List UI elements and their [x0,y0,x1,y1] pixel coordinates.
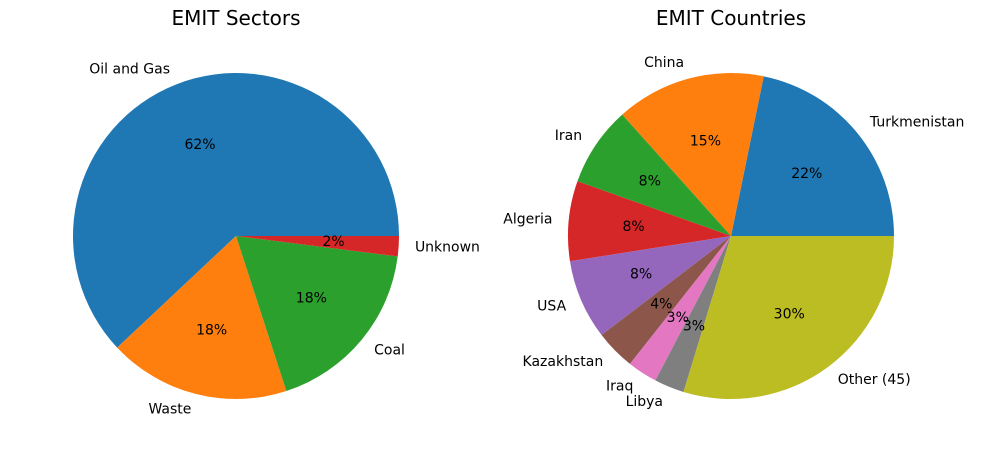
countries-label-kazakhstan: Kazakhstan [523,354,604,370]
sectors-pct-unknown: 2% [323,234,345,250]
sectors-slice-coal [236,236,398,392]
sectors-label-unknown: Unknown [415,239,480,255]
countries-chart-title: EMIT Countries [656,6,806,30]
countries-slice-turkmenistan [731,76,894,236]
countries-label-iran: Iran [555,128,582,144]
countries-label-algeria: Algeria [503,211,552,227]
sectors-labels: Oil and Gas 62% Waste 18% Coal 18% Unknown 2% [89,61,480,417]
countries-slice-algeria [568,181,731,262]
countries-pct-kazakhstan: 4% [650,297,672,313]
countries-slice-libya [655,236,731,392]
countries-label-usa: USA [537,299,566,315]
countries-pct-turkmenistan: 22% [791,166,822,182]
sectors-label-waste: Waste [148,402,191,418]
countries-slice-iraq [629,236,731,381]
countries-slice-iran [577,114,731,236]
countries-pct-iraq: 3% [667,310,689,326]
countries-label-other-45: Other (45) [838,372,911,388]
countries-pct-usa: 8% [630,266,652,282]
sectors-slice-oil-and-gas [72,72,399,348]
countries-pct-algeria: 8% [623,219,645,235]
sectors-pct-oil-and-gas: 62% [184,137,215,153]
countries-slice-kazakhstan [601,236,731,364]
countries-label-turkmenistan: Turkmenistan [869,115,964,131]
sectors-label-coal: Coal [374,342,405,358]
sectors-pie-chart: EMIT Sectors Oil and Gas 62% Waste 18% Coal 1… [72,6,480,418]
sectors-pct-coal: 18% [296,290,327,306]
countries-slice-other-45 [683,236,894,400]
countries-label-china: China [644,55,684,71]
countries-slices [568,72,894,400]
sectors-chart-title: EMIT Sectors [171,6,300,30]
sectors-slice-unknown [236,236,399,257]
countries-label-libya: Libya [626,394,663,410]
countries-slice-china [622,72,764,236]
sectors-slices [72,72,399,399]
countries-label-iraq: Iraq [606,378,633,394]
countries-pct-libya: 3% [683,319,705,335]
countries-labels: Turkmenistan 22% China 15% Iran 8% Algeria 8% US… [503,55,964,410]
countries-pie-chart: EMIT Countries Turkmenistan 22% China 15% Ir… [503,6,964,410]
countries-slice-usa [569,236,731,336]
sectors-slice-waste [117,236,287,399]
countries-pct-iran: 8% [639,174,661,190]
sectors-label-oil-and-gas: Oil and Gas [89,61,170,77]
countries-pct-other-45: 30% [774,307,805,323]
sectors-pct-waste: 18% [196,323,227,339]
countries-pct-china: 15% [690,134,721,150]
